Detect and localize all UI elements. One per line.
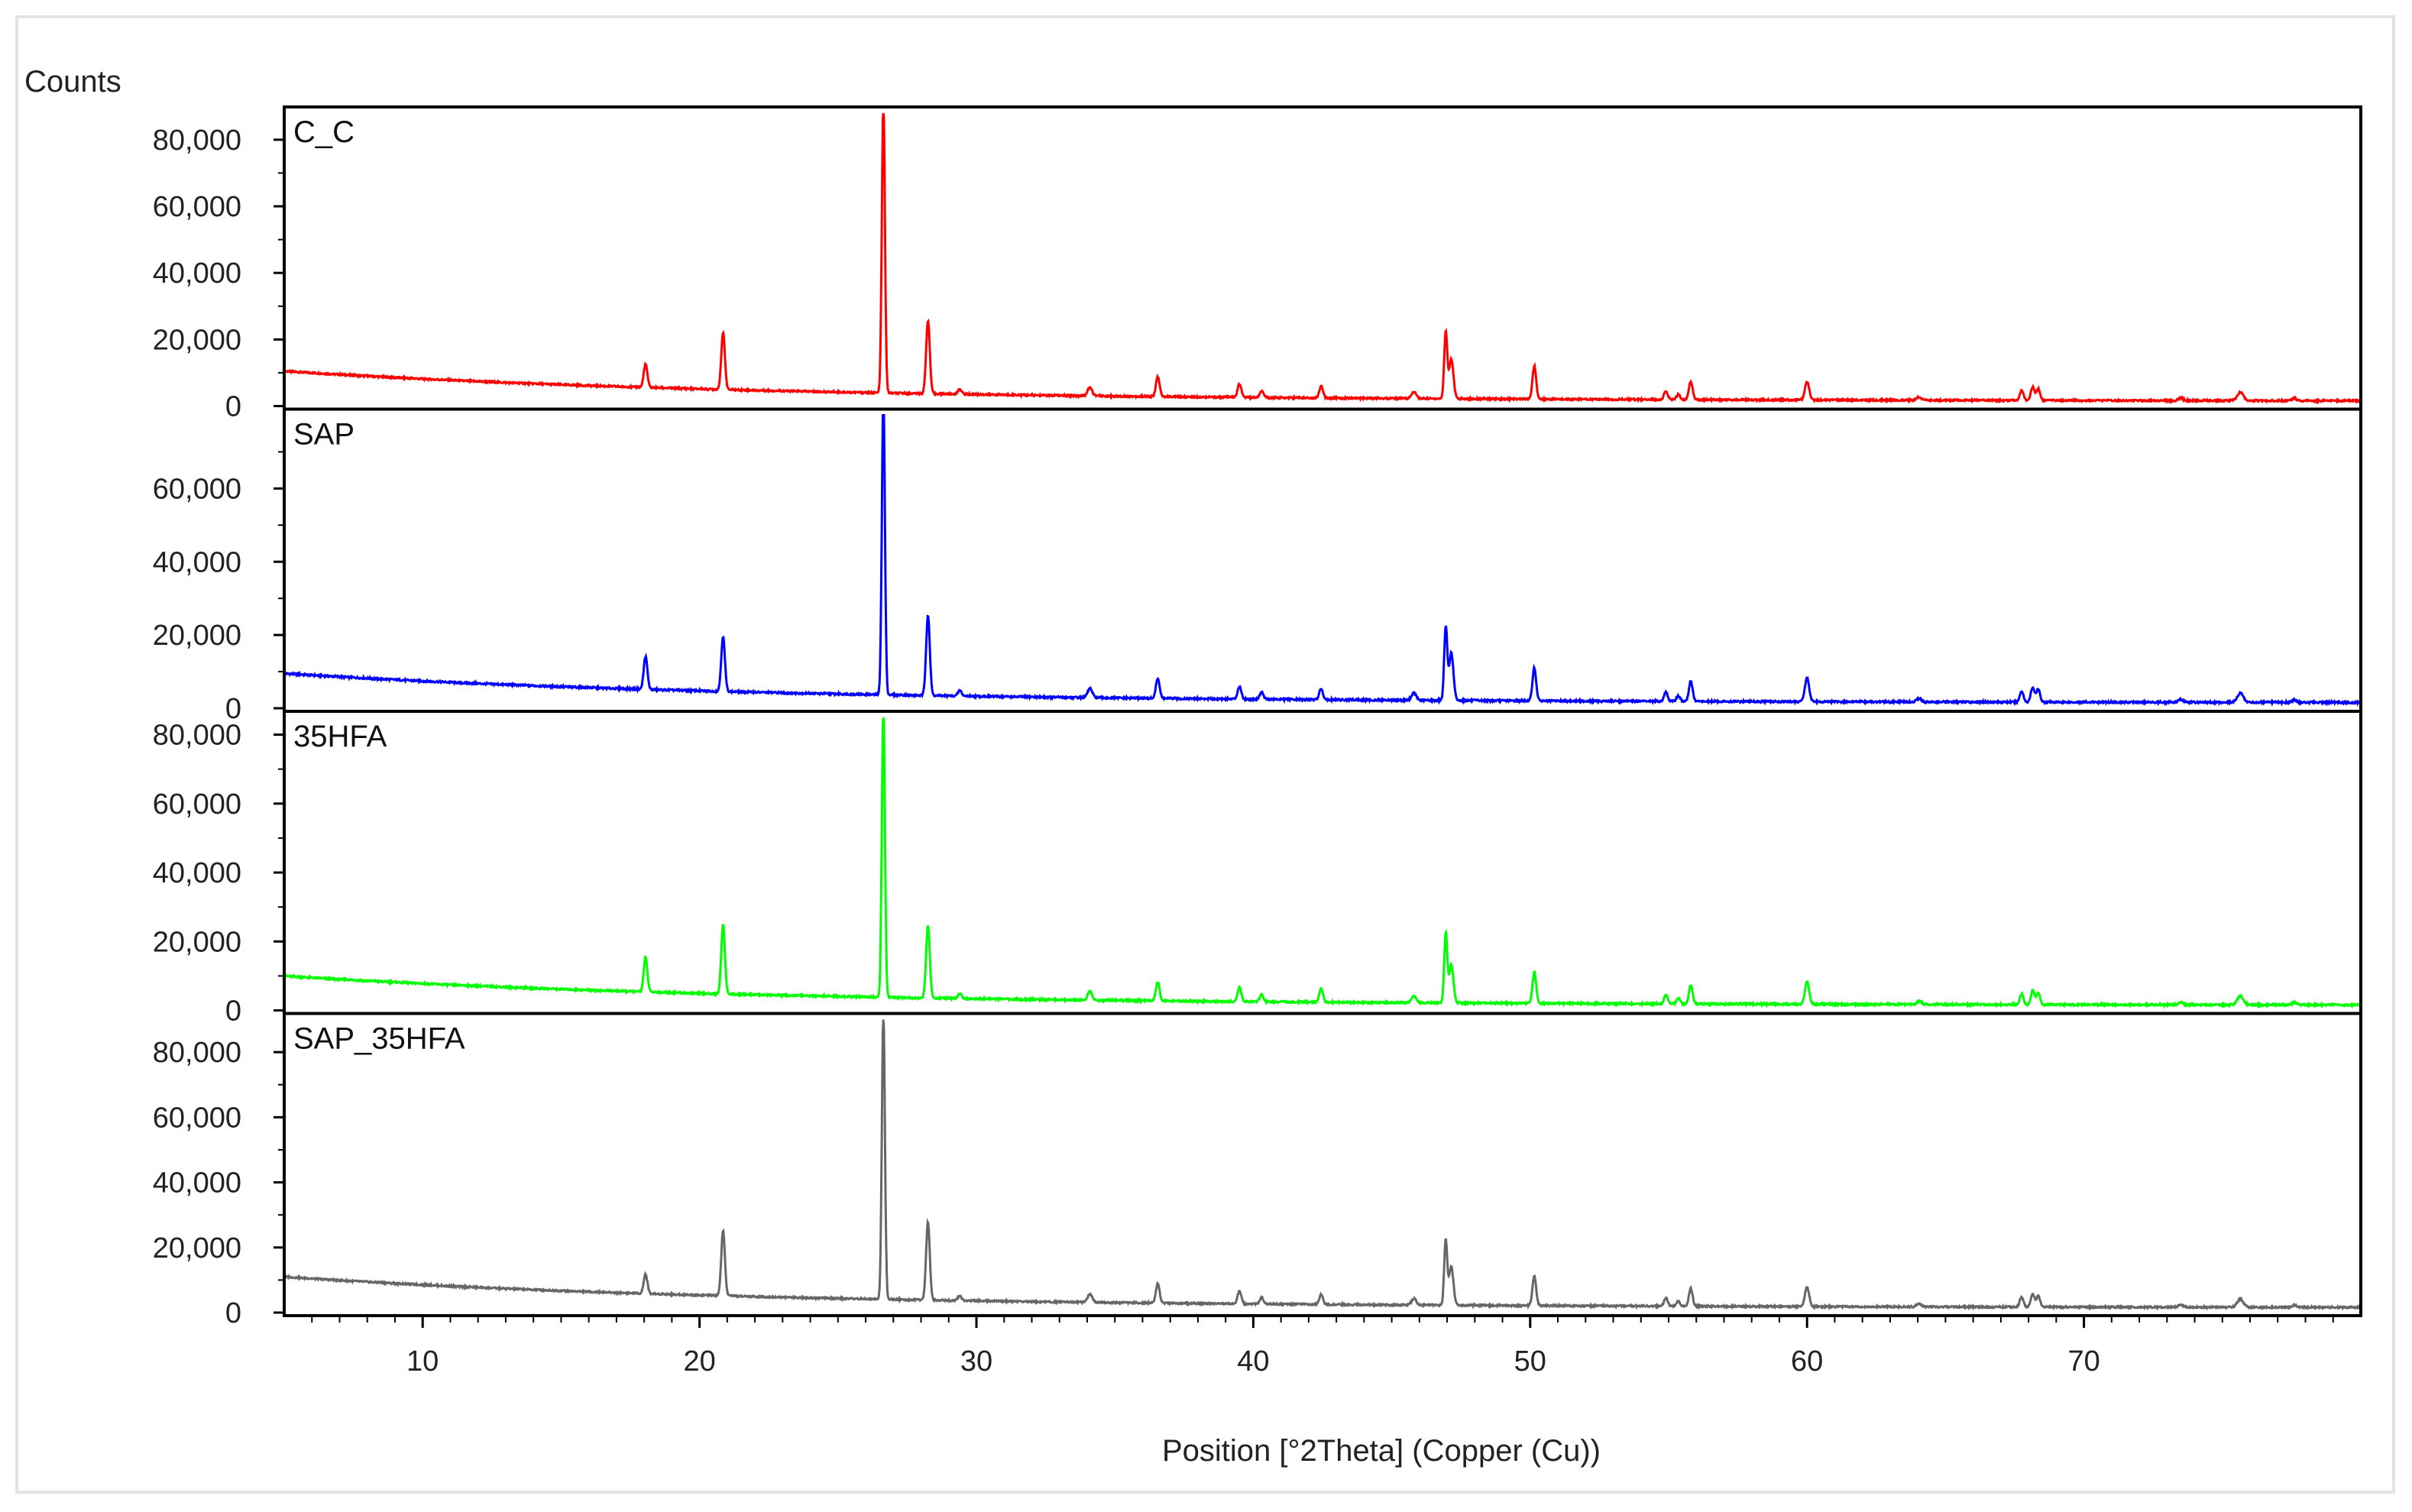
- y-tick-label: 80,000: [153, 720, 241, 752]
- panel-border: [283, 710, 2362, 1015]
- x-axis-title: Position [°2Theta] (Copper (Cu)): [1162, 1434, 1601, 1468]
- x-tick-label: 10: [406, 1345, 439, 1378]
- panels: C_C 0 20,000 40,000 60,000 80,000 SAP 0 20,000 40…: [153, 105, 2362, 1329]
- y-tick-label: 40,000: [153, 546, 241, 578]
- y-tick-label: 20,000: [153, 1232, 241, 1264]
- y-tick-label: 0: [225, 693, 241, 725]
- y-tick-label: 0: [225, 996, 241, 1028]
- panel-sap: SAP 0 20,000 40,000 60,000: [153, 407, 2362, 725]
- panel-35hfa: 35HFA 0 20,000 40,000 60,000 80,000: [153, 710, 2362, 1028]
- x-tick-label: 50: [1514, 1345, 1546, 1378]
- y-axis-title: Counts: [24, 65, 121, 99]
- x-axis: 10 20 30 40 50 60 70: [311, 1316, 2334, 1378]
- y-tick-label: 60,000: [153, 473, 241, 505]
- y-tick-label: 60,000: [153, 1102, 241, 1134]
- x-tick-label: 30: [960, 1345, 992, 1378]
- y-tick-label: 40,000: [153, 857, 241, 889]
- x-tick-label: 40: [1237, 1345, 1269, 1378]
- y-tick-label: 40,000: [153, 257, 241, 290]
- y-tick-label: 60,000: [153, 788, 241, 821]
- panel-border: [283, 105, 2362, 411]
- panel-label: SAP: [293, 418, 355, 452]
- y-tick-label: 80,000: [153, 125, 241, 157]
- chart-frame: [15, 15, 2395, 1494]
- x-tick-label: 60: [1791, 1345, 1823, 1378]
- panel-border: [283, 1012, 2362, 1317]
- panel-label: 35HFA: [293, 720, 387, 753]
- y-tick-label: 60,000: [153, 191, 241, 223]
- panel-c-c: C_C 0 20,000 40,000 60,000 80,000: [153, 105, 2362, 423]
- x-tick-label: 20: [683, 1345, 715, 1378]
- y-tick-label: 0: [225, 391, 241, 423]
- y-tick-label: 0: [225, 1297, 241, 1329]
- panel-border: [283, 407, 2362, 713]
- y-tick-label: 80,000: [153, 1037, 241, 1069]
- panel-label: C_C: [293, 115, 355, 149]
- panel-sap-35hfa: SAP_35HFA 0 20,000 40,000 60,000 80,000: [153, 1012, 2362, 1329]
- y-tick-label: 20,000: [153, 620, 241, 652]
- series-line-sap-35hfa: [283, 1019, 2362, 1311]
- series-line-c-c: [283, 112, 2362, 405]
- y-tick-label: 20,000: [153, 926, 241, 958]
- panel-label: SAP_35HFA: [293, 1022, 465, 1056]
- series-line-sap: [283, 414, 2362, 707]
- y-tick-label: 20,000: [153, 324, 241, 356]
- series-line-35hfa: [283, 717, 2362, 1009]
- x-tick-label: 70: [2067, 1345, 2100, 1378]
- y-tick-label: 40,000: [153, 1167, 241, 1200]
